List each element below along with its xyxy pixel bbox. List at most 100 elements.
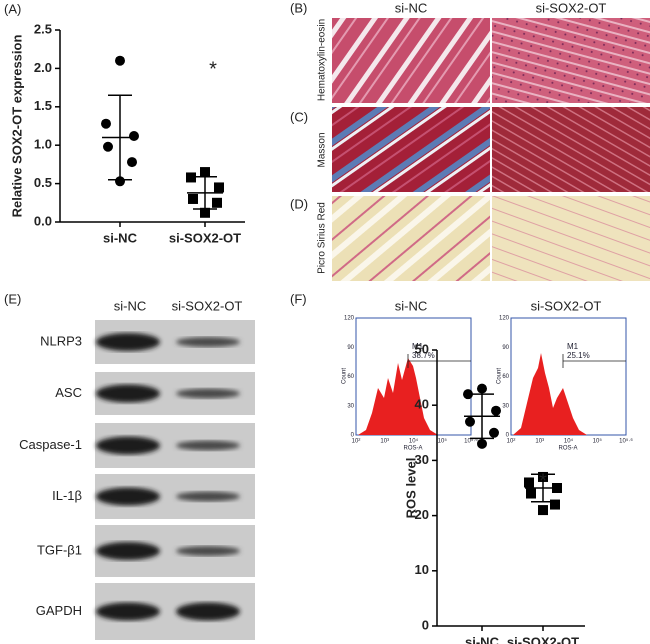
y-tick-label: 2.0 [34,60,52,75]
point [214,182,224,193]
row-label: ASC [55,385,82,400]
row-label: IL-1β [52,488,82,503]
x-tick-label: si-NC [465,634,500,644]
annotation: * [539,470,547,492]
axis-label: Count [497,368,503,384]
point [465,416,475,427]
annotation: * [209,58,217,80]
panel-label: (A) [4,1,21,16]
row-label: Caspase-1 [19,437,82,452]
blot-panels: NLRP3 ASC Caspase-1 IL-1β TGF-β1 GAPDH [19,320,255,640]
y-tick-label: 30 [502,403,509,409]
axis-label: Count [342,368,348,384]
y-tick-label: 40 [415,397,429,412]
x-tick-label: si-NC [103,230,138,245]
point [115,55,125,66]
gate-percent: 38.7% [412,351,435,360]
band [176,388,240,399]
band [96,542,160,560]
histology-image [332,107,490,192]
point [538,505,548,516]
band [176,337,240,347]
x-tick-label: si-SOX2-OT [169,230,241,245]
band [176,546,240,556]
point [103,141,113,152]
point [212,197,222,208]
column-label: si-SOX2-OT [172,298,243,313]
histology-image [492,196,650,281]
y-tick-label: 120 [344,316,355,322]
point [101,118,111,129]
band [96,602,160,621]
column-label: si-NC [114,298,147,313]
x-tick-label: 10³ [535,439,544,445]
y-tick-label: 90 [502,345,509,351]
x-tick-label: 10⁵·⁶ [464,438,478,445]
row-label: Hematoxylin-eosin [317,19,328,101]
point [188,193,198,204]
row-label: TGF-β1 [37,542,82,557]
point [526,488,536,499]
band [96,384,160,403]
gate-label: M1 [412,342,424,351]
dot-plots: 0.0 0.5 1.0 1.5 2.0 2.5 Relative SOX2-OT expre… [9,21,585,644]
point [524,477,534,488]
panel-label: (C) [290,109,308,124]
y-tick-label: 0.5 [34,175,52,190]
y-tick-label: 30 [347,403,354,409]
y-tick-label: 0.0 [34,213,52,228]
gate-percent: 25.1% [567,351,590,360]
point [491,405,501,416]
y-tick-label: 0 [422,617,429,632]
y-tick-label: 60 [502,374,509,380]
point [200,167,210,178]
band [96,333,160,351]
row-label: GAPDH [36,603,82,618]
row-label: Masson [317,132,328,167]
row-label: Picro Sirius Red [317,202,328,274]
band [176,491,240,502]
histology-image [332,196,490,281]
point [550,499,560,510]
x-tick-label: 10⁴ [409,438,419,445]
point [477,383,487,394]
histology-image [332,18,490,103]
x-tick-label: 10⁵ [438,438,448,445]
y-tick-label: 30 [415,452,429,467]
panel-label: (E) [4,291,21,306]
y-tick-label: 0 [506,433,510,439]
band [176,602,240,621]
column-label: si-NC [395,0,428,15]
y-tick-label: 2.5 [34,21,52,36]
x-tick-label: 10³ [380,439,389,445]
point [463,389,473,400]
plot-title: si-NC [395,298,428,313]
y-tick-label: 50 [415,341,429,356]
axis-label: ROS-A [558,446,577,452]
point [477,438,487,449]
band [96,487,160,506]
x-tick-label: 10⁵·⁶ [619,438,633,445]
y-axis-label: ROS level [403,458,418,519]
point [127,157,137,168]
axis-label: ROS-A [403,446,422,452]
y-tick-label: 60 [347,374,354,380]
x-tick-label: 10² [507,439,516,445]
row-label: NLRP3 [40,333,82,348]
panel-label: (F) [290,291,307,306]
band [96,436,160,455]
y-tick-label: 20 [415,507,429,522]
y-axis-label: Relative SOX2-OT expression [9,35,24,218]
y-tick-label: 1.0 [34,137,52,152]
point [129,130,139,141]
plot-title: si-SOX2-OT [531,298,602,313]
y-tick-label: 90 [347,345,354,351]
x-tick-label: 10⁴ [564,438,574,445]
y-tick-label: 1.5 [34,98,52,113]
flow-plots: si-NC 0 30 60 90 120 10² 10³ 10⁴ 10⁵ 10⁵·⁶ Count ROS… [342,298,634,451]
point [200,207,210,218]
panel-label: (B) [290,0,307,15]
histogram [513,353,587,435]
